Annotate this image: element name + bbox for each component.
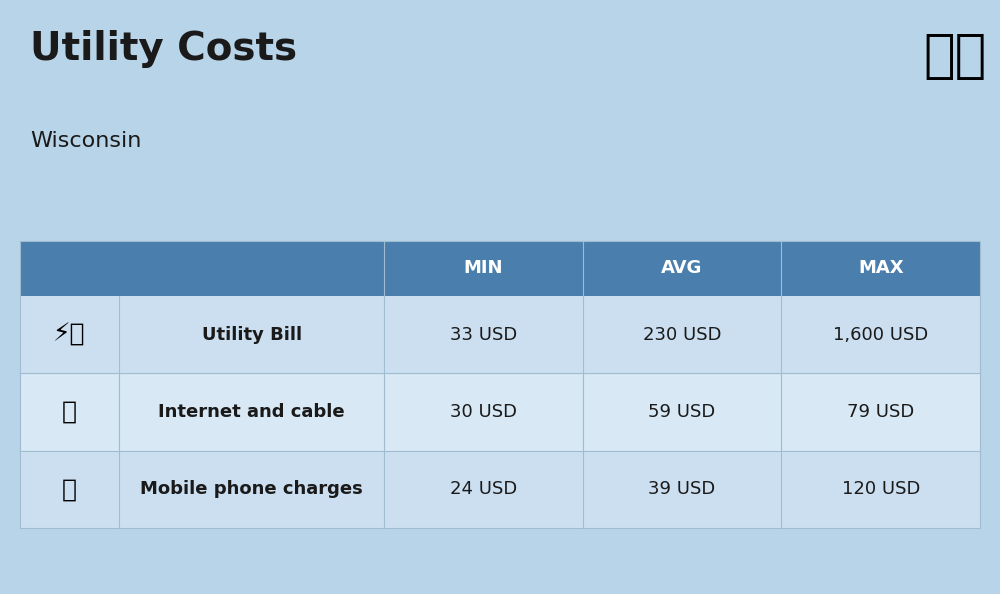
Text: Utility Costs: Utility Costs — [30, 30, 297, 68]
Text: Mobile phone charges: Mobile phone charges — [140, 480, 363, 498]
Text: 230 USD: 230 USD — [643, 326, 721, 344]
Text: 79 USD: 79 USD — [847, 403, 914, 421]
Text: MAX: MAX — [858, 260, 904, 277]
Text: 120 USD: 120 USD — [842, 480, 920, 498]
FancyBboxPatch shape — [20, 296, 980, 374]
Text: 🇺🇸: 🇺🇸 — [923, 30, 987, 82]
Text: Internet and cable: Internet and cable — [158, 403, 345, 421]
Text: 📶: 📶 — [62, 400, 77, 424]
FancyBboxPatch shape — [20, 451, 980, 528]
FancyBboxPatch shape — [20, 374, 980, 451]
Text: ⚡🔧: ⚡🔧 — [53, 323, 86, 347]
Text: 59 USD: 59 USD — [648, 403, 716, 421]
Text: 30 USD: 30 USD — [450, 403, 517, 421]
Text: 1,600 USD: 1,600 USD — [833, 326, 928, 344]
Text: AVG: AVG — [661, 260, 703, 277]
Text: Wisconsin: Wisconsin — [30, 131, 141, 151]
Text: 24 USD: 24 USD — [450, 480, 517, 498]
FancyBboxPatch shape — [20, 241, 980, 296]
Text: Utility Bill: Utility Bill — [202, 326, 302, 344]
Text: MIN: MIN — [464, 260, 503, 277]
Text: 33 USD: 33 USD — [450, 326, 517, 344]
Text: 39 USD: 39 USD — [648, 480, 716, 498]
Text: 📱: 📱 — [62, 477, 77, 501]
